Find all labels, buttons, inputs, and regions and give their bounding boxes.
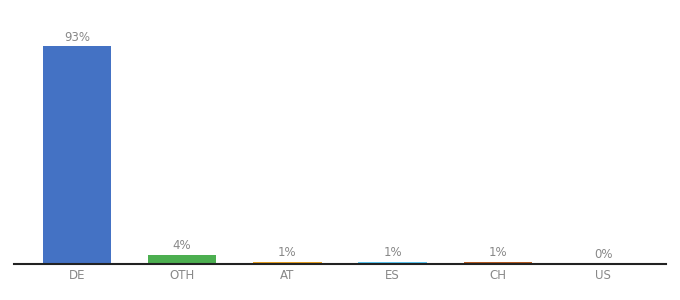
Bar [464, 262, 532, 264]
Bar [43, 46, 111, 264]
Bar [148, 255, 216, 264]
Text: 1%: 1% [278, 246, 296, 259]
Bar [253, 262, 322, 264]
Text: 0%: 0% [594, 248, 613, 261]
Text: 4%: 4% [173, 239, 191, 252]
Text: 1%: 1% [384, 246, 402, 259]
Text: 93%: 93% [64, 31, 90, 44]
Bar [358, 262, 427, 264]
Text: 1%: 1% [489, 246, 507, 259]
